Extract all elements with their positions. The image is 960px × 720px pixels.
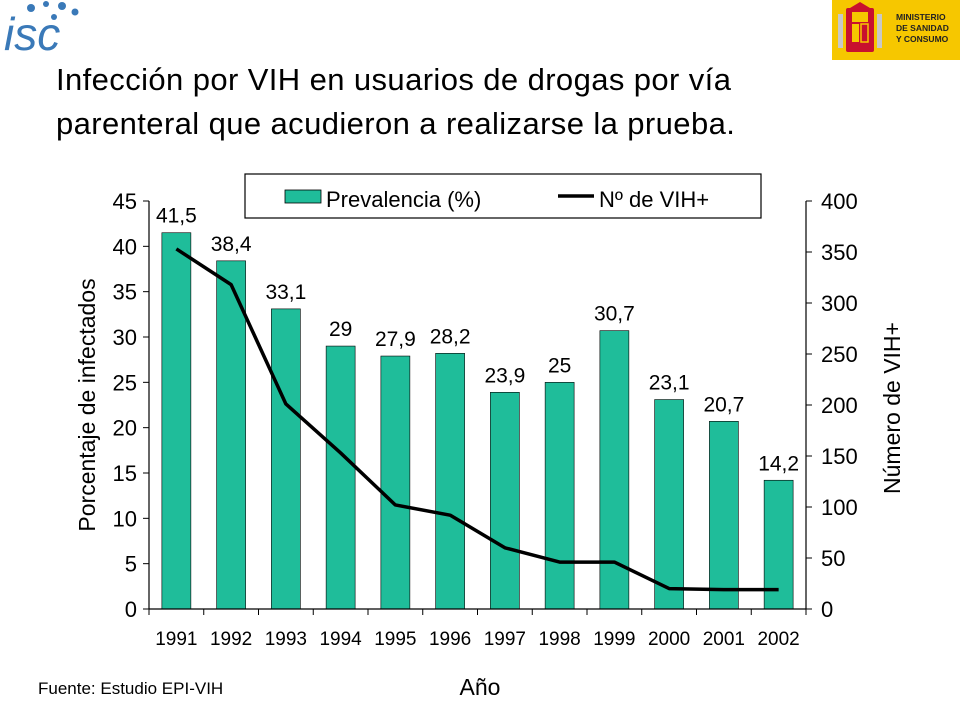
y2-tick-label: 0 — [821, 597, 833, 622]
bar — [325, 345, 356, 610]
legend-box — [244, 173, 762, 219]
y-tick-label: 35 — [113, 280, 137, 305]
title-line-1: Infección por VIH en usuarios de drogas … — [56, 62, 732, 97]
y-tick-label: 5 — [125, 552, 137, 577]
ministry-logo: MINISTERIO DE SANIDAD Y CONSUMO — [832, 0, 960, 60]
bar — [380, 355, 411, 610]
source-note: Fuente: Estudio EPI-VIH — [38, 679, 224, 698]
y-tick-label: 10 — [113, 506, 137, 531]
bar — [544, 382, 575, 610]
x-tick-label: 1996 — [429, 629, 471, 650]
bar-value-label: 28,2 — [430, 325, 471, 348]
ministry-line3: Y CONSUMO — [896, 34, 949, 44]
legend-bar-label: Prevalencia (%) — [326, 187, 481, 212]
x-tick-label: 1991 — [155, 629, 197, 650]
bar-value-label: 29 — [329, 318, 352, 341]
y2-axis-title: Número de VIH+ — [879, 322, 905, 494]
bar — [709, 421, 739, 610]
line-layer — [175, 247, 779, 592]
y-tick-label: 20 — [113, 416, 137, 441]
isc-logo-text: isc — [4, 8, 60, 56]
bar — [763, 479, 794, 610]
ministry-line2: DE SANIDAD — [896, 23, 949, 33]
y2-tick-label: 100 — [821, 495, 858, 520]
y-tick-label: 0 — [125, 597, 137, 622]
x-tick-label: 1992 — [210, 629, 252, 650]
x-tick-label: 1994 — [319, 629, 362, 650]
y-tick-label: 45 — [113, 189, 137, 214]
bar-value-label: 27,9 — [375, 328, 416, 351]
y2-tick-label: 300 — [821, 291, 858, 316]
bar — [161, 232, 192, 610]
bar — [216, 260, 246, 610]
bar — [490, 392, 520, 610]
x-tick-label: 1995 — [374, 629, 416, 650]
y2-tick-label: 200 — [821, 393, 858, 418]
y-tick-label: 30 — [113, 325, 137, 350]
y2-tick-label: 150 — [821, 444, 858, 469]
bar-value-label: 20,7 — [703, 393, 744, 416]
bar — [654, 399, 684, 610]
legend-line-label: Nº de VIH+ — [599, 187, 709, 212]
y-tick-label: 40 — [113, 234, 137, 259]
x-axis-title: Año — [460, 674, 501, 700]
bar-value-label: 14,2 — [758, 452, 799, 475]
ministry-line1: MINISTERIO — [896, 12, 946, 22]
coat-of-arms-icon — [838, 2, 882, 52]
x-tick-label: 2000 — [648, 629, 690, 650]
y-tick-label: 25 — [113, 370, 137, 395]
bar-value-label: 23,1 — [649, 372, 690, 395]
legend: Prevalencia (%) Nº de VIH+ — [244, 173, 762, 219]
legend-bar-swatch — [284, 189, 322, 204]
page-title: Infección por VIH en usuarios de drogas … — [56, 58, 936, 146]
x-tick-label: 1999 — [593, 629, 635, 650]
bar-value-label: 38,4 — [211, 233, 252, 256]
y-axis-title: Porcentaje de infectados — [74, 278, 100, 531]
bars-layer: 41,5 38,4 33,1 29 27,9 28,2 23,9 25 30,7 23,1 20,7… — [156, 205, 799, 610]
x-tick-label: 1993 — [265, 629, 307, 650]
bar-value-label: 41,5 — [156, 205, 197, 228]
y2-tick-label: 250 — [821, 342, 858, 367]
title-line-2: parenteral que acudieron a realizarse la… — [56, 106, 736, 141]
bar — [271, 308, 301, 610]
isc-logo: isc — [4, 1, 79, 56]
y2-tick-label: 350 — [821, 240, 858, 265]
bar — [435, 353, 465, 610]
x-tick-label: 1997 — [484, 629, 526, 650]
bar-value-label: 25 — [548, 354, 571, 377]
bar-value-label: 23,9 — [484, 364, 525, 387]
y-tick-label: 15 — [113, 461, 137, 486]
y2-tick-label: 50 — [821, 546, 845, 571]
bar-value-label: 33,1 — [265, 281, 306, 304]
x-tick-label: 2002 — [757, 629, 799, 650]
bar-value-label: 30,7 — [594, 303, 635, 326]
x-tick-label: 1998 — [538, 629, 580, 650]
axes-layer: 0 5 10 15 20 25 30 35 40 45 0 50 100 150 200 250 300 350 4… — [113, 189, 858, 650]
y2-tick-label: 400 — [821, 189, 858, 214]
x-tick-label: 2001 — [703, 629, 745, 650]
series-line — [175, 247, 779, 592]
